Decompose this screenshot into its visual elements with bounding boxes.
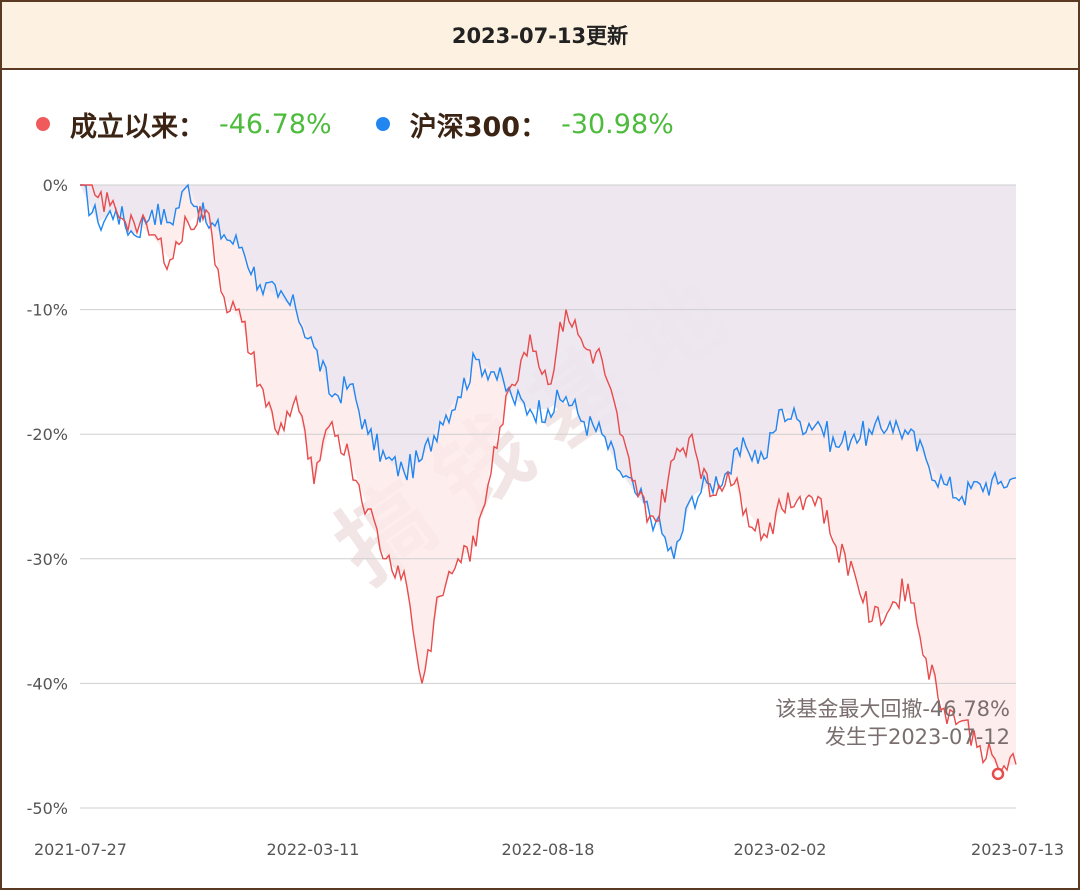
y-tick-label: -40%	[27, 674, 68, 693]
legend-fund-name: 成立以来：	[70, 111, 205, 143]
x-tick-label: 2021-07-27	[34, 840, 127, 859]
update-header: 2023-07-13更新	[2, 2, 1078, 70]
x-tick-label: 2023-02-02	[734, 840, 827, 859]
legend-item-fund[interactable]: 成立以来： -46.78%	[36, 105, 332, 144]
x-tick-label: 2022-03-11	[267, 840, 360, 859]
x-tick-label: 2023-07-13	[971, 840, 1064, 859]
index-line	[80, 183, 1017, 559]
legend-index-name: 沪深300：	[409, 111, 548, 143]
fund-dot-icon	[36, 117, 50, 131]
y-tick-label: 0%	[43, 176, 68, 195]
index-area-fill	[80, 185, 1016, 559]
legend-fund-value: -46.78%	[219, 108, 332, 140]
chart-legend: 成立以来： -46.78% 沪深300： -30.98%	[36, 102, 674, 146]
y-tick-label: -10%	[27, 301, 68, 320]
x-tick-label: 2022-08-18	[502, 840, 595, 859]
index-dot-icon	[375, 117, 390, 131]
y-tick-label: -50%	[27, 799, 68, 818]
y-tick-label: -20%	[27, 425, 68, 444]
legend-index-value: -30.98%	[561, 108, 674, 140]
update-date-label: 2023-07-13更新	[451, 24, 629, 48]
max-drawdown-date: 发生于2023-07-12	[825, 725, 1010, 749]
y-tick-label: -30%	[27, 550, 68, 569]
legend-item-index[interactable]: 沪深300： -30.98%	[375, 105, 674, 144]
max-drawdown-marker	[991, 767, 1005, 781]
max-drawdown-text: 该基金最大回撤-46.78%	[775, 697, 1010, 721]
fund-line	[80, 184, 1017, 773]
